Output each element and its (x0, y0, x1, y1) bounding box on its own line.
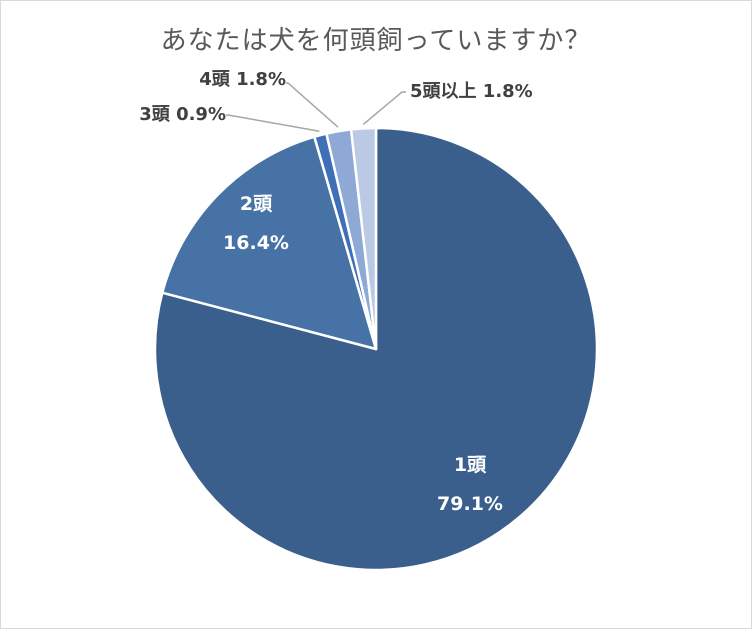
chart-title: あなたは犬を何頭飼っていますか？ (160, 26, 592, 56)
pie-slice-5 (349, 126, 378, 351)
slice-label-name: 1頭 (454, 454, 487, 476)
pie-slice-2 (161, 135, 378, 351)
slice-label-value: 79.1% (437, 493, 503, 515)
pie-slices (153, 126, 599, 572)
slice-label: 3頭 0.9% (139, 104, 226, 125)
slice-label-name: 2頭 (240, 193, 273, 215)
leader-lines (226, 82, 406, 132)
slice-label: 4頭 1.8% (199, 69, 286, 90)
leader-line (286, 82, 339, 128)
leader-line (362, 91, 406, 125)
slice-labels: 1頭 79.1% 2頭 16.4% 3頭 0.9% 4頭 1.8% 5頭以上 1.8% (139, 69, 532, 515)
slice-label: 5頭以上 1.8% (410, 81, 533, 102)
slice-label-value: 16.4% (223, 232, 289, 254)
leader-line (226, 114, 320, 132)
